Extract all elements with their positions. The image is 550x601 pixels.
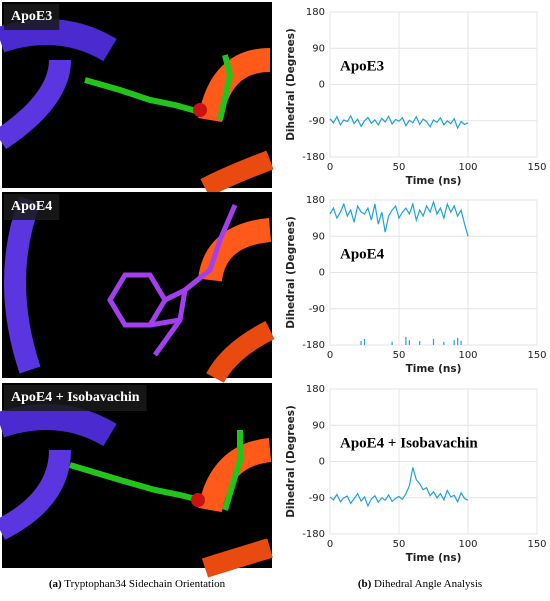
y-tick-label: 0 [319, 457, 325, 468]
y-tick-label: 90 [312, 420, 325, 431]
x-axis-label: Time (ns) [406, 363, 462, 375]
y-axis-label: Dihedral (Degrees) [285, 28, 297, 141]
chart-title: ApoE4 + Isobavachin [340, 436, 478, 452]
data-line [329, 467, 469, 508]
y-tick-label: -180 [302, 340, 325, 351]
y-tick-label: 180 [306, 195, 325, 206]
y-tick-label: 0 [319, 268, 325, 279]
x-tick-label: 50 [393, 350, 406, 361]
caption: (b) Dihedral Angle Analysis [358, 578, 482, 590]
y-tick-label: -90 [309, 493, 325, 504]
y-tick-label: -90 [309, 304, 325, 315]
panel-label: ApoE4 [11, 199, 52, 214]
data-line [329, 114, 469, 130]
structure-image [0, 2, 274, 197]
x-tick-label: 100 [458, 539, 477, 550]
panel-label-bg [4, 385, 147, 411]
x-tick-label: 0 [327, 539, 333, 550]
y-tick-label: 180 [306, 384, 325, 395]
panel-label: ApoE3 [11, 9, 52, 24]
x-tick-label: 100 [458, 350, 477, 361]
x-tick-label: 0 [327, 162, 333, 173]
y-tick-label: -180 [302, 529, 325, 540]
panel-label-bg [4, 194, 60, 220]
panel-label-bg [4, 4, 60, 30]
y-axis-label: Dihedral (Degrees) [285, 405, 297, 518]
y-tick-label: 90 [312, 231, 325, 242]
x-tick-label: 50 [393, 539, 406, 550]
x-tick-label: 150 [527, 350, 546, 361]
caption-letter: (a) [49, 578, 62, 590]
chart-title: ApoE4 [340, 247, 385, 263]
x-tick-label: 150 [527, 162, 546, 173]
x-tick-label: 50 [393, 162, 406, 173]
y-tick-label: -180 [302, 152, 325, 163]
data-line [329, 199, 469, 237]
caption: (a) Tryptophan34 Sidechain Orientation [49, 578, 226, 590]
x-tick-label: 100 [458, 162, 477, 173]
y-axis-label: Dihedral (Degrees) [285, 216, 297, 329]
y-tick-label: 180 [306, 7, 325, 18]
x-axis-label: Time (ns) [406, 175, 462, 187]
x-tick-label: 0 [327, 350, 333, 361]
y-tick-label: 90 [312, 43, 325, 54]
panel-label: ApoE4 + Isobavachin [11, 390, 140, 405]
chart-title: ApoE3 [340, 59, 384, 75]
y-tick-label: -90 [309, 116, 325, 127]
y-tick-label: 0 [319, 80, 325, 91]
structure-image [0, 383, 273, 578]
x-axis-label: Time (ns) [406, 552, 462, 564]
caption-text: Dihedral Angle Analysis [374, 578, 482, 590]
x-tick-label: 150 [527, 539, 546, 550]
caption-text: Tryptophan34 Sidechain Orientation [64, 578, 225, 590]
caption-letter: (b) [358, 578, 372, 590]
